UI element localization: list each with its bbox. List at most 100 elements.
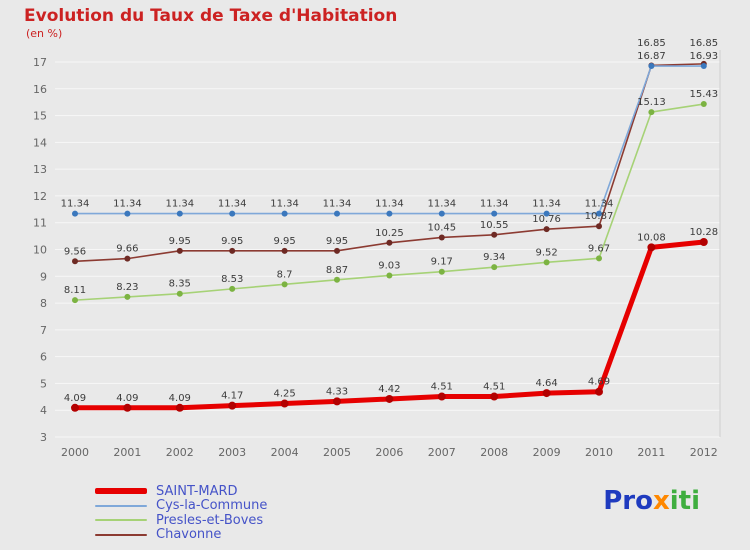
data-label: 16.93 [689,51,718,62]
y-axis-tick: 5 [40,377,47,390]
series-line-Cys-la-Commune [74,65,705,215]
data-label: 9.67 [588,243,610,254]
legend: SAINT-MARD Cys-la-Commune Presles-et-Boves… [95,484,267,542]
data-point [228,401,237,410]
legend-swatch [95,504,147,507]
data-label: 4.25 [273,389,295,400]
x-axis-tick: 2000 [61,446,89,459]
x-axis-tick: 2012 [690,446,718,459]
data-label: 16.87 [637,51,666,62]
legend-item-cys-la-commune: Cys-la-Commune [95,499,267,514]
y-axis-tick: 9 [40,270,47,283]
x-axis-tick: 2001 [113,446,141,459]
data-label: 9.34 [483,252,505,263]
y-axis-tick: 10 [33,244,47,257]
data-point [72,210,78,217]
data-point [596,255,602,262]
data-label: 11.34 [323,199,352,210]
data-point [543,226,550,233]
data-point [700,63,707,70]
data-label: 4.09 [116,393,138,404]
data-point [72,258,78,265]
data-label: 11.34 [375,199,404,210]
chart-svg: 3 4 5 6 7 8 9 10 11 12 13 14 15 16 17 2000 2001 2002 2003 2… [33,38,721,459]
data-point [491,210,498,217]
data-label: 8.23 [116,282,138,293]
data-point [72,297,78,304]
y-axis-tick: 4 [40,404,47,417]
data-point [700,101,707,108]
data-point [229,247,236,254]
data-label: 4.42 [378,384,400,395]
legend-label: Chavonne [156,527,222,543]
legend-label: SAINT-MARD [156,483,238,499]
data-label: 11.34 [532,199,561,210]
data-label: 10.55 [480,220,509,231]
legend-item-chavonne: Chavonne [95,528,267,543]
data-label: 11.34 [585,199,614,210]
data-label: 9.95 [169,236,191,247]
y-axis-tick: 17 [33,56,47,69]
data-label: 9.52 [535,247,557,258]
data-point [386,239,393,246]
data-label: 16.85 [689,38,718,49]
x-axis-tick: 2006 [375,446,403,459]
data-label: 4.64 [535,378,557,389]
data-label: 8.53 [221,274,243,285]
data-label: 11.34 [61,199,90,210]
data-point [229,210,236,217]
data-label: 15.13 [637,97,666,108]
data-label: 11.34 [165,199,194,210]
data-label: 9.17 [431,257,453,268]
data-point [542,389,551,398]
data-point [543,259,550,266]
data-label: 10.28 [689,227,718,238]
data-point [176,247,183,254]
legend-swatch [95,533,147,536]
data-point [334,276,340,283]
data-point [491,264,498,271]
data-point [596,210,602,217]
data-label: 10.76 [532,214,561,225]
data-label: 4.17 [221,391,243,402]
data-point [334,247,340,254]
data-point [438,268,445,275]
x-axis-tick: 2011 [637,446,665,459]
y-axis-tick: 6 [40,351,47,364]
data-label: 10.25 [375,228,404,239]
logo-segment: iti [669,486,700,516]
data-point [385,394,394,403]
data-label: 9.95 [273,236,295,247]
data-point [333,397,341,406]
legend-item-saint-mard: SAINT-MARD [95,484,267,499]
data-point [438,210,445,217]
data-point [595,387,603,396]
data-point [647,243,656,252]
data-label: 4.09 [169,393,191,404]
data-label: 9.95 [326,236,348,247]
data-point [176,210,183,217]
data-point [229,285,236,292]
data-label: 15.43 [689,89,718,100]
data-label: 11.34 [218,199,247,210]
logo-segment: Pro [603,486,653,516]
x-axis-tick: 2009 [533,446,561,459]
data-label: 10.87 [585,211,614,222]
data-label: 8.7 [277,269,293,280]
data-point [175,403,184,412]
y-axis-tick: 15 [33,110,47,123]
data-point [543,210,550,217]
chart-title: Evolution du Taux de Taxe d'Habitation [24,6,398,26]
x-axis-tick: 2005 [323,446,351,459]
data-point [386,210,393,217]
data-point [648,109,655,116]
y-axis-tick: 3 [40,431,47,444]
data-point [490,392,499,401]
data-point [596,223,602,230]
data-point [437,392,446,401]
data-point [123,403,132,412]
data-label: 9.56 [64,246,86,257]
data-label: 16.85 [637,38,666,49]
x-axis-tick: 2008 [480,446,508,459]
data-label: 11.34 [480,199,509,210]
